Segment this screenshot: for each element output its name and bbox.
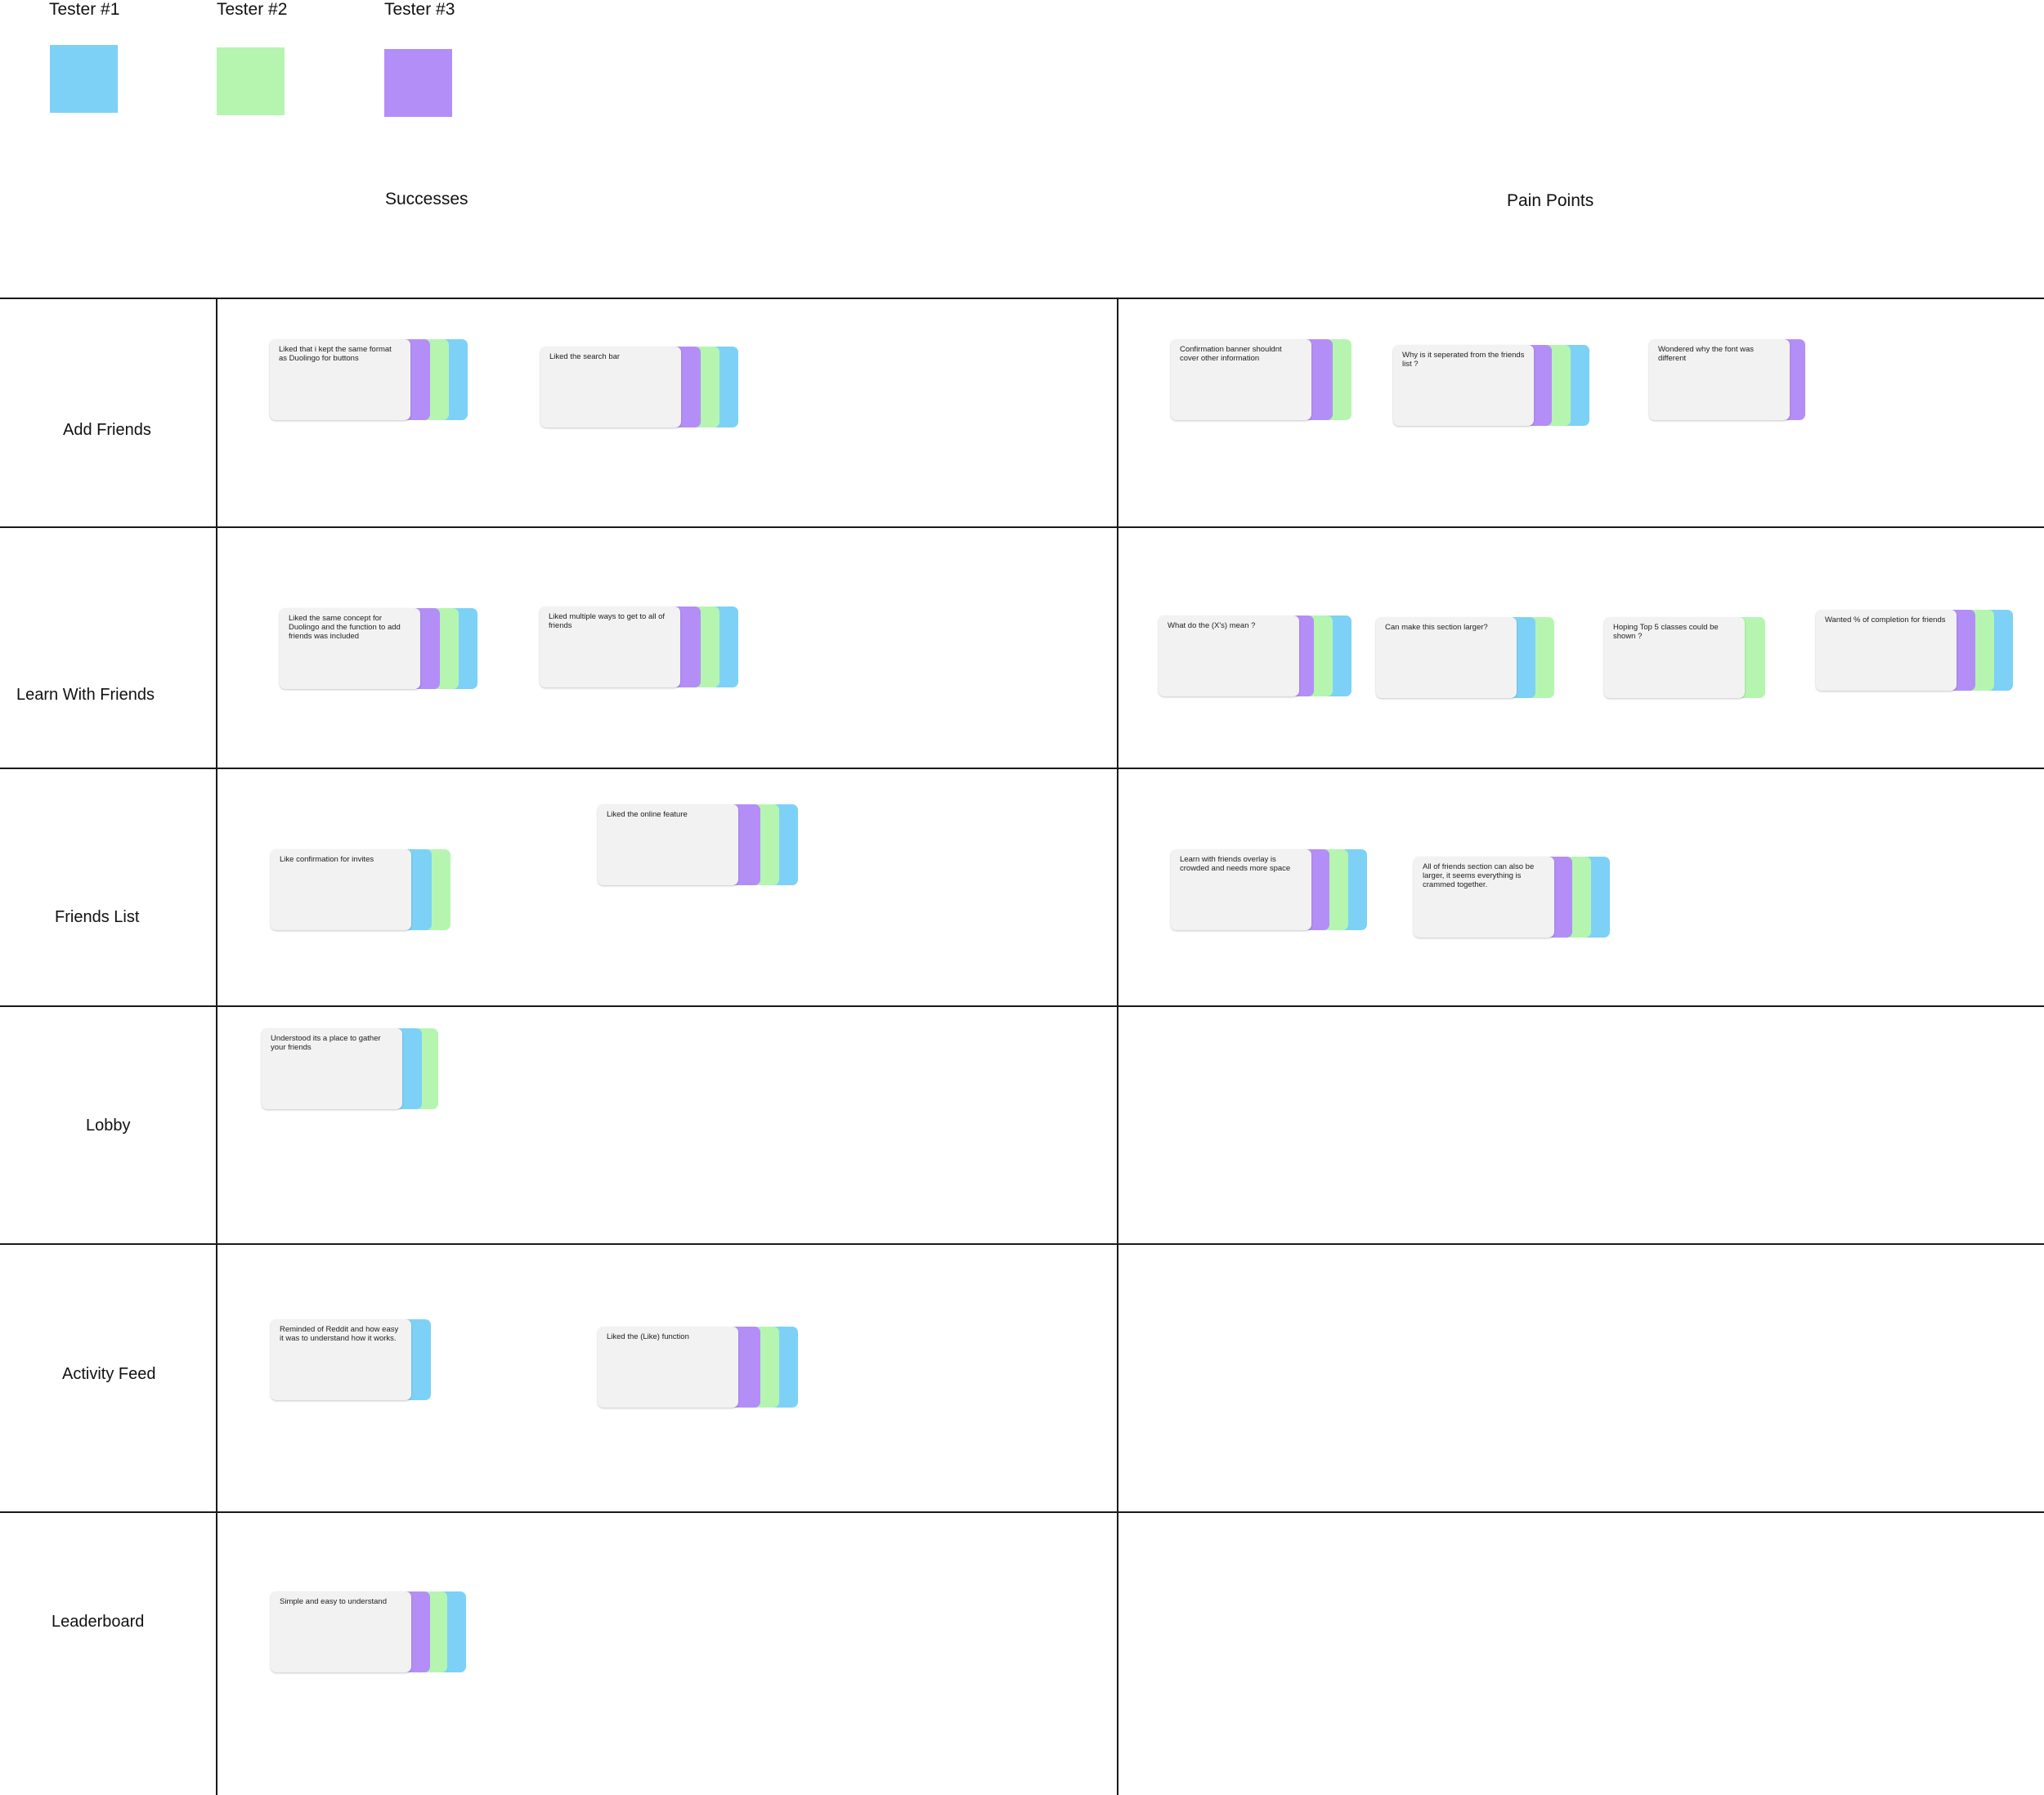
legend-swatch-tester-3: [384, 49, 452, 117]
sticky-note-card[interactable]: Understood its a place to gather your fr…: [262, 1028, 402, 1109]
row-label-leaderboard: Leaderboard: [52, 1613, 145, 1631]
sticky-note-card[interactable]: Confirmation banner shouldnt cover other…: [1171, 339, 1311, 420]
row-label-add-friends: Add Friends: [63, 421, 151, 439]
note-text: Liked the same concept for Duolingo and …: [289, 614, 401, 641]
note-text: Liked the online feature: [607, 810, 688, 819]
sticky-note-card[interactable]: Liked the (Like) function: [598, 1327, 738, 1408]
legend-swatch-tester-1: [50, 45, 118, 113]
sticky-note-card[interactable]: Liked the same concept for Duolingo and …: [280, 608, 420, 689]
note-text: Confirmation banner shouldnt cover other…: [1180, 345, 1282, 363]
column-header-successes: Successes: [385, 190, 468, 208]
sticky-note-card[interactable]: Learn with friends overlay is crowded an…: [1171, 849, 1311, 930]
row-label-activity-feed: Activity Feed: [62, 1365, 156, 1383]
row-label-lobby: Lobby: [86, 1117, 131, 1135]
sticky-note-card[interactable]: What do the (X's) mean ?: [1159, 615, 1299, 696]
sticky-note-card[interactable]: Why is it seperated from the friends lis…: [1393, 345, 1534, 426]
note-text: Hoping Top 5 classes could be shown ?: [1613, 623, 1719, 641]
note-text: What do the (X's) mean ?: [1168, 621, 1256, 630]
sticky-note-card[interactable]: Wanted % of completion for friends: [1816, 610, 1957, 691]
note-text: Liked the (Like) function: [607, 1332, 689, 1341]
sticky-note-card[interactable]: All of friends section can also be large…: [1414, 857, 1554, 938]
sticky-note-card[interactable]: Liked that i kept the same format as Duo…: [270, 339, 410, 420]
legend-label-tester-3: Tester #3: [384, 0, 455, 19]
note-text: Liked multiple ways to get to all of fri…: [549, 612, 666, 630]
sticky-note-card[interactable]: Reminded of Reddit and how easy it was t…: [271, 1319, 411, 1400]
sticky-note-card[interactable]: Liked the online feature: [598, 804, 738, 885]
note-text: Like confirmation for invites: [280, 855, 374, 864]
grid-line-top: [0, 298, 2044, 299]
grid-line-row-2: [0, 768, 2044, 769]
note-text: Can make this section larger?: [1385, 623, 1488, 632]
note-text: Liked that i kept the same format as Duo…: [279, 345, 392, 363]
sticky-note-card[interactable]: Like confirmation for invites: [271, 849, 411, 930]
sticky-note-card[interactable]: Liked multiple ways to get to all of fri…: [540, 607, 680, 687]
grid-line-label-column: [216, 298, 217, 1795]
row-label-friends-list: Friends List: [55, 908, 140, 926]
sticky-note-card[interactable]: Can make this section larger?: [1376, 617, 1517, 698]
note-text: Wanted % of completion for friends: [1825, 615, 1946, 624]
note-text: Reminded of Reddit and how easy it was t…: [280, 1325, 399, 1343]
row-label-learn-with-friends: Learn With Friends: [16, 686, 155, 704]
grid-line-row-4: [0, 1243, 2044, 1245]
grid-line-center-column: [1117, 298, 1118, 1795]
note-text: Understood its a place to gather your fr…: [271, 1034, 381, 1052]
note-text: Why is it seperated from the friends lis…: [1402, 351, 1525, 369]
note-text: Learn with friends overlay is crowded an…: [1180, 855, 1291, 873]
note-text: All of friends section can also be large…: [1423, 862, 1535, 889]
grid-line-row-5: [0, 1511, 2044, 1513]
sticky-note-card[interactable]: Simple and easy to understand: [271, 1591, 411, 1672]
legend-label-tester-1: Tester #1: [49, 0, 120, 19]
sticky-note-card[interactable]: Wondered why the font was different: [1649, 339, 1790, 420]
legend-label-tester-2: Tester #2: [217, 0, 288, 19]
sticky-note-card[interactable]: Liked the search bar: [540, 347, 681, 427]
legend-swatch-tester-2: [217, 47, 285, 115]
note-text: Simple and easy to understand: [280, 1597, 387, 1606]
sticky-note-card[interactable]: Hoping Top 5 classes could be shown ?: [1604, 617, 1745, 698]
grid-line-row-1: [0, 526, 2044, 528]
column-header-pain-points: Pain Points: [1507, 191, 1594, 210]
note-text: Wondered why the font was different: [1658, 345, 1755, 363]
grid-line-row-3: [0, 1005, 2044, 1007]
note-text: Liked the search bar: [549, 352, 621, 361]
